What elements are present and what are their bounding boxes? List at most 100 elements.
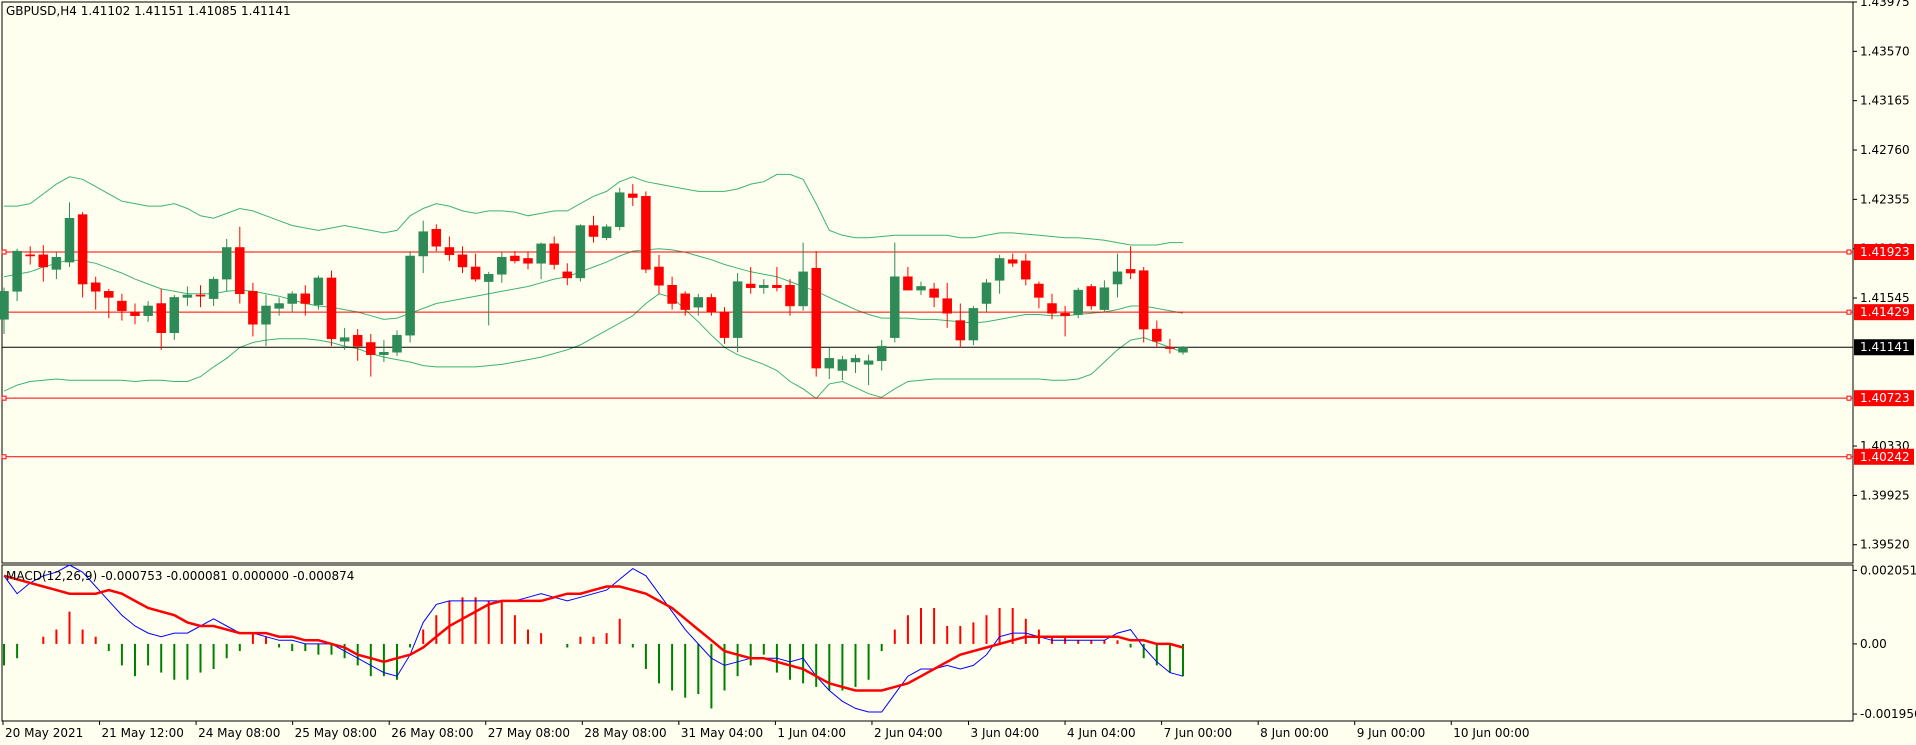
candle-body [51, 256, 62, 270]
macd-series [3, 564, 1184, 713]
time-tick-label: 26 May 08:00 [391, 726, 473, 740]
candle-body [523, 258, 533, 264]
candle-body [745, 283, 756, 288]
candle-body [366, 342, 376, 355]
level-handle-right [1846, 309, 1852, 315]
candle-body [208, 278, 219, 299]
candle-body [195, 294, 206, 297]
macd-axis: 0.002051 0.00 -0.001956 [1853, 563, 1916, 721]
time-tick-label: 10 Jun 00:00 [1453, 726, 1529, 740]
candle-body [510, 255, 520, 262]
price-tick-label: 1.39925 [1860, 488, 1910, 502]
candle-body [942, 298, 952, 314]
candle-body [156, 303, 166, 334]
price-tick-label: 1.43975 [1860, 0, 1910, 9]
macd-panel[interactable]: MACD(12,26,9) -0.000753 -0.000081 0.0000… [1, 564, 1854, 722]
time-tick-label: 2 Jun 04:00 [874, 726, 943, 740]
price-axis[interactable]: 1.43975 1.43570 1.43165 1.42760 1.42355 1.419… [1853, 0, 1910, 552]
candle-body [929, 288, 939, 298]
candle-body [169, 297, 180, 334]
candle-body [1007, 259, 1018, 264]
macd-title: MACD(12,26,9) -0.000753 -0.000081 0.0000… [6, 569, 354, 583]
candle-body [732, 281, 743, 338]
candle-body [667, 284, 677, 304]
time-tick-label: 4 Jun 04:00 [1067, 726, 1136, 740]
time-tick-label: 9 Jun 00:00 [1357, 726, 1426, 740]
candle-body [1165, 347, 1175, 349]
price-panel[interactable]: GBPUSD,H4 1.41102 1.41151 1.41085 1.4114… [0, 1, 1854, 564]
level-handle-right [1846, 454, 1852, 460]
candle-body [1138, 270, 1149, 330]
candle-body [1047, 303, 1057, 314]
price-tick-label: 1.43165 [1860, 94, 1910, 108]
candle-body [300, 293, 311, 304]
price-level-badge [1854, 390, 1914, 407]
time-tick-label: 8 Jun 00:00 [1260, 726, 1329, 740]
price-tick-label: 1.43570 [1860, 44, 1910, 58]
candle-body [549, 243, 559, 265]
price-tick-label: 1.42355 [1860, 192, 1910, 206]
candle-body [221, 247, 232, 280]
price-tick-label: 1.41545 [1860, 291, 1910, 305]
price-level-badge-label: 1.41429 [1860, 305, 1910, 319]
candle-body [719, 311, 730, 338]
candle-body [628, 193, 638, 198]
candle-body [12, 250, 22, 292]
price-tick-label: 1.39520 [1860, 538, 1910, 552]
horizontal-levels[interactable] [1, 249, 1853, 460]
time-tick-label: 27 May 08:00 [488, 726, 570, 740]
time-tick-label: 20 May 2021 [5, 726, 83, 740]
candle-body [916, 286, 926, 291]
candle-body [418, 231, 428, 257]
candle-body [38, 254, 49, 268]
candle-body [536, 243, 546, 264]
time-tick-label: 25 May 08:00 [295, 726, 377, 740]
candle-body [326, 277, 337, 340]
time-tick-label: 28 May 08:00 [584, 726, 666, 740]
candle-body [405, 255, 415, 336]
candle-body [444, 247, 455, 256]
macd-tick-label: -0.001956 [1860, 707, 1916, 721]
bid-price-badge [1854, 339, 1914, 356]
candle-body [352, 334, 363, 347]
candle-body [798, 271, 808, 307]
candle-body [1099, 287, 1110, 310]
candle-body [457, 254, 468, 268]
candle-body [287, 293, 297, 304]
candle-body [392, 334, 402, 353]
candle-body [693, 297, 704, 308]
candle-body [379, 351, 389, 355]
candle-body [182, 294, 193, 298]
price-level-badge [1854, 304, 1914, 321]
candle-body [863, 360, 874, 365]
candle-body [25, 254, 35, 257]
candle-body [641, 196, 651, 270]
price-level-badge [1854, 448, 1914, 465]
candle-body [64, 217, 75, 263]
candle-body [1152, 328, 1162, 342]
candle-body [890, 276, 900, 338]
candle-body [785, 284, 795, 307]
price-labels: 1.41923 1.41429 1.41141 1.40723 1.40242 [1854, 243, 1914, 465]
level-handle-left [1, 249, 7, 255]
time-axis[interactable]: 20 May 2021 21 May 12:00 24 May 08:00 25 Ma… [2, 721, 1529, 740]
candle-body [1021, 260, 1031, 280]
candle-body [981, 282, 992, 304]
candle-body [994, 258, 1005, 281]
price-level-badge [1854, 243, 1914, 260]
candle-body [143, 305, 153, 316]
candle-body [104, 291, 114, 298]
level-handle-right [1846, 249, 1852, 255]
candle-body [274, 303, 284, 309]
candle-body [497, 256, 507, 275]
candle-body [1086, 286, 1097, 307]
candle-body [235, 247, 245, 295]
candle-body [955, 320, 966, 341]
level-handle-right [1846, 395, 1852, 401]
candle-body [680, 293, 690, 310]
candle-body [1125, 269, 1136, 274]
macd-tick-label: 0.00 [1860, 637, 1887, 651]
candle-body [575, 225, 586, 279]
